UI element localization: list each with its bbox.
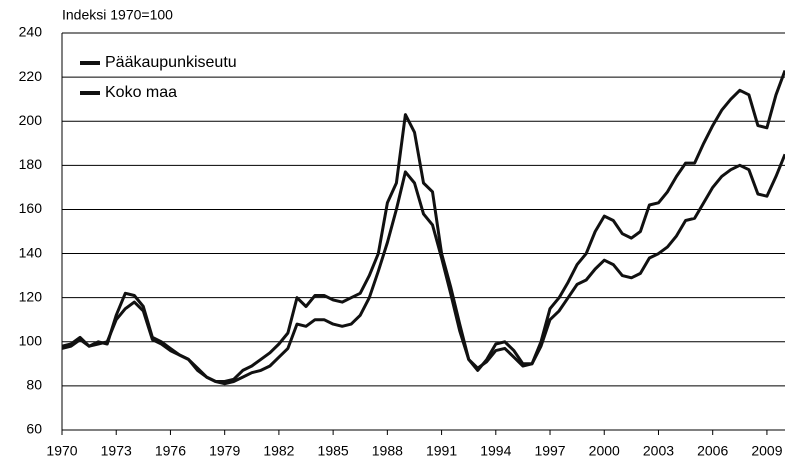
x-tick-label: 1994	[480, 443, 511, 459]
x-tick-label: 1970	[46, 443, 77, 459]
x-tick-label: 1982	[263, 443, 294, 459]
y-tick-label: 200	[19, 112, 43, 128]
y-tick-label: 140	[19, 244, 43, 260]
x-tick-label: 1985	[318, 443, 349, 459]
x-tick-label: 1991	[426, 443, 457, 459]
x-tick-label: 1988	[372, 443, 403, 459]
x-tick-label: 1979	[209, 443, 240, 459]
legend-label: Pääkaupunkiseutu	[105, 54, 237, 71]
legend-label: Koko maa	[105, 84, 177, 101]
x-tick-label: 1997	[534, 443, 565, 459]
line-series	[61, 69, 785, 383]
x-tick-label: 2000	[589, 443, 620, 459]
x-tick-label: 2003	[643, 443, 674, 459]
y-tick-label: 100	[19, 332, 43, 348]
y-axis-label: Indeksi 1970=100	[62, 7, 173, 23]
x-tick-label: 1976	[155, 443, 186, 459]
y-tick-label: 220	[19, 68, 43, 84]
line-series	[61, 153, 785, 386]
y-tick-label: 160	[19, 200, 43, 216]
x-tick-label: 1973	[101, 443, 132, 459]
x-tick-label: 2006	[697, 443, 728, 459]
y-tick-label: 60	[26, 421, 42, 437]
y-tick-label: 240	[19, 24, 43, 40]
y-tick-label: 180	[19, 156, 43, 172]
x-tick-label: 2009	[751, 443, 782, 459]
y-tick-label: 120	[19, 288, 43, 304]
y-tick-label: 80	[26, 377, 42, 393]
